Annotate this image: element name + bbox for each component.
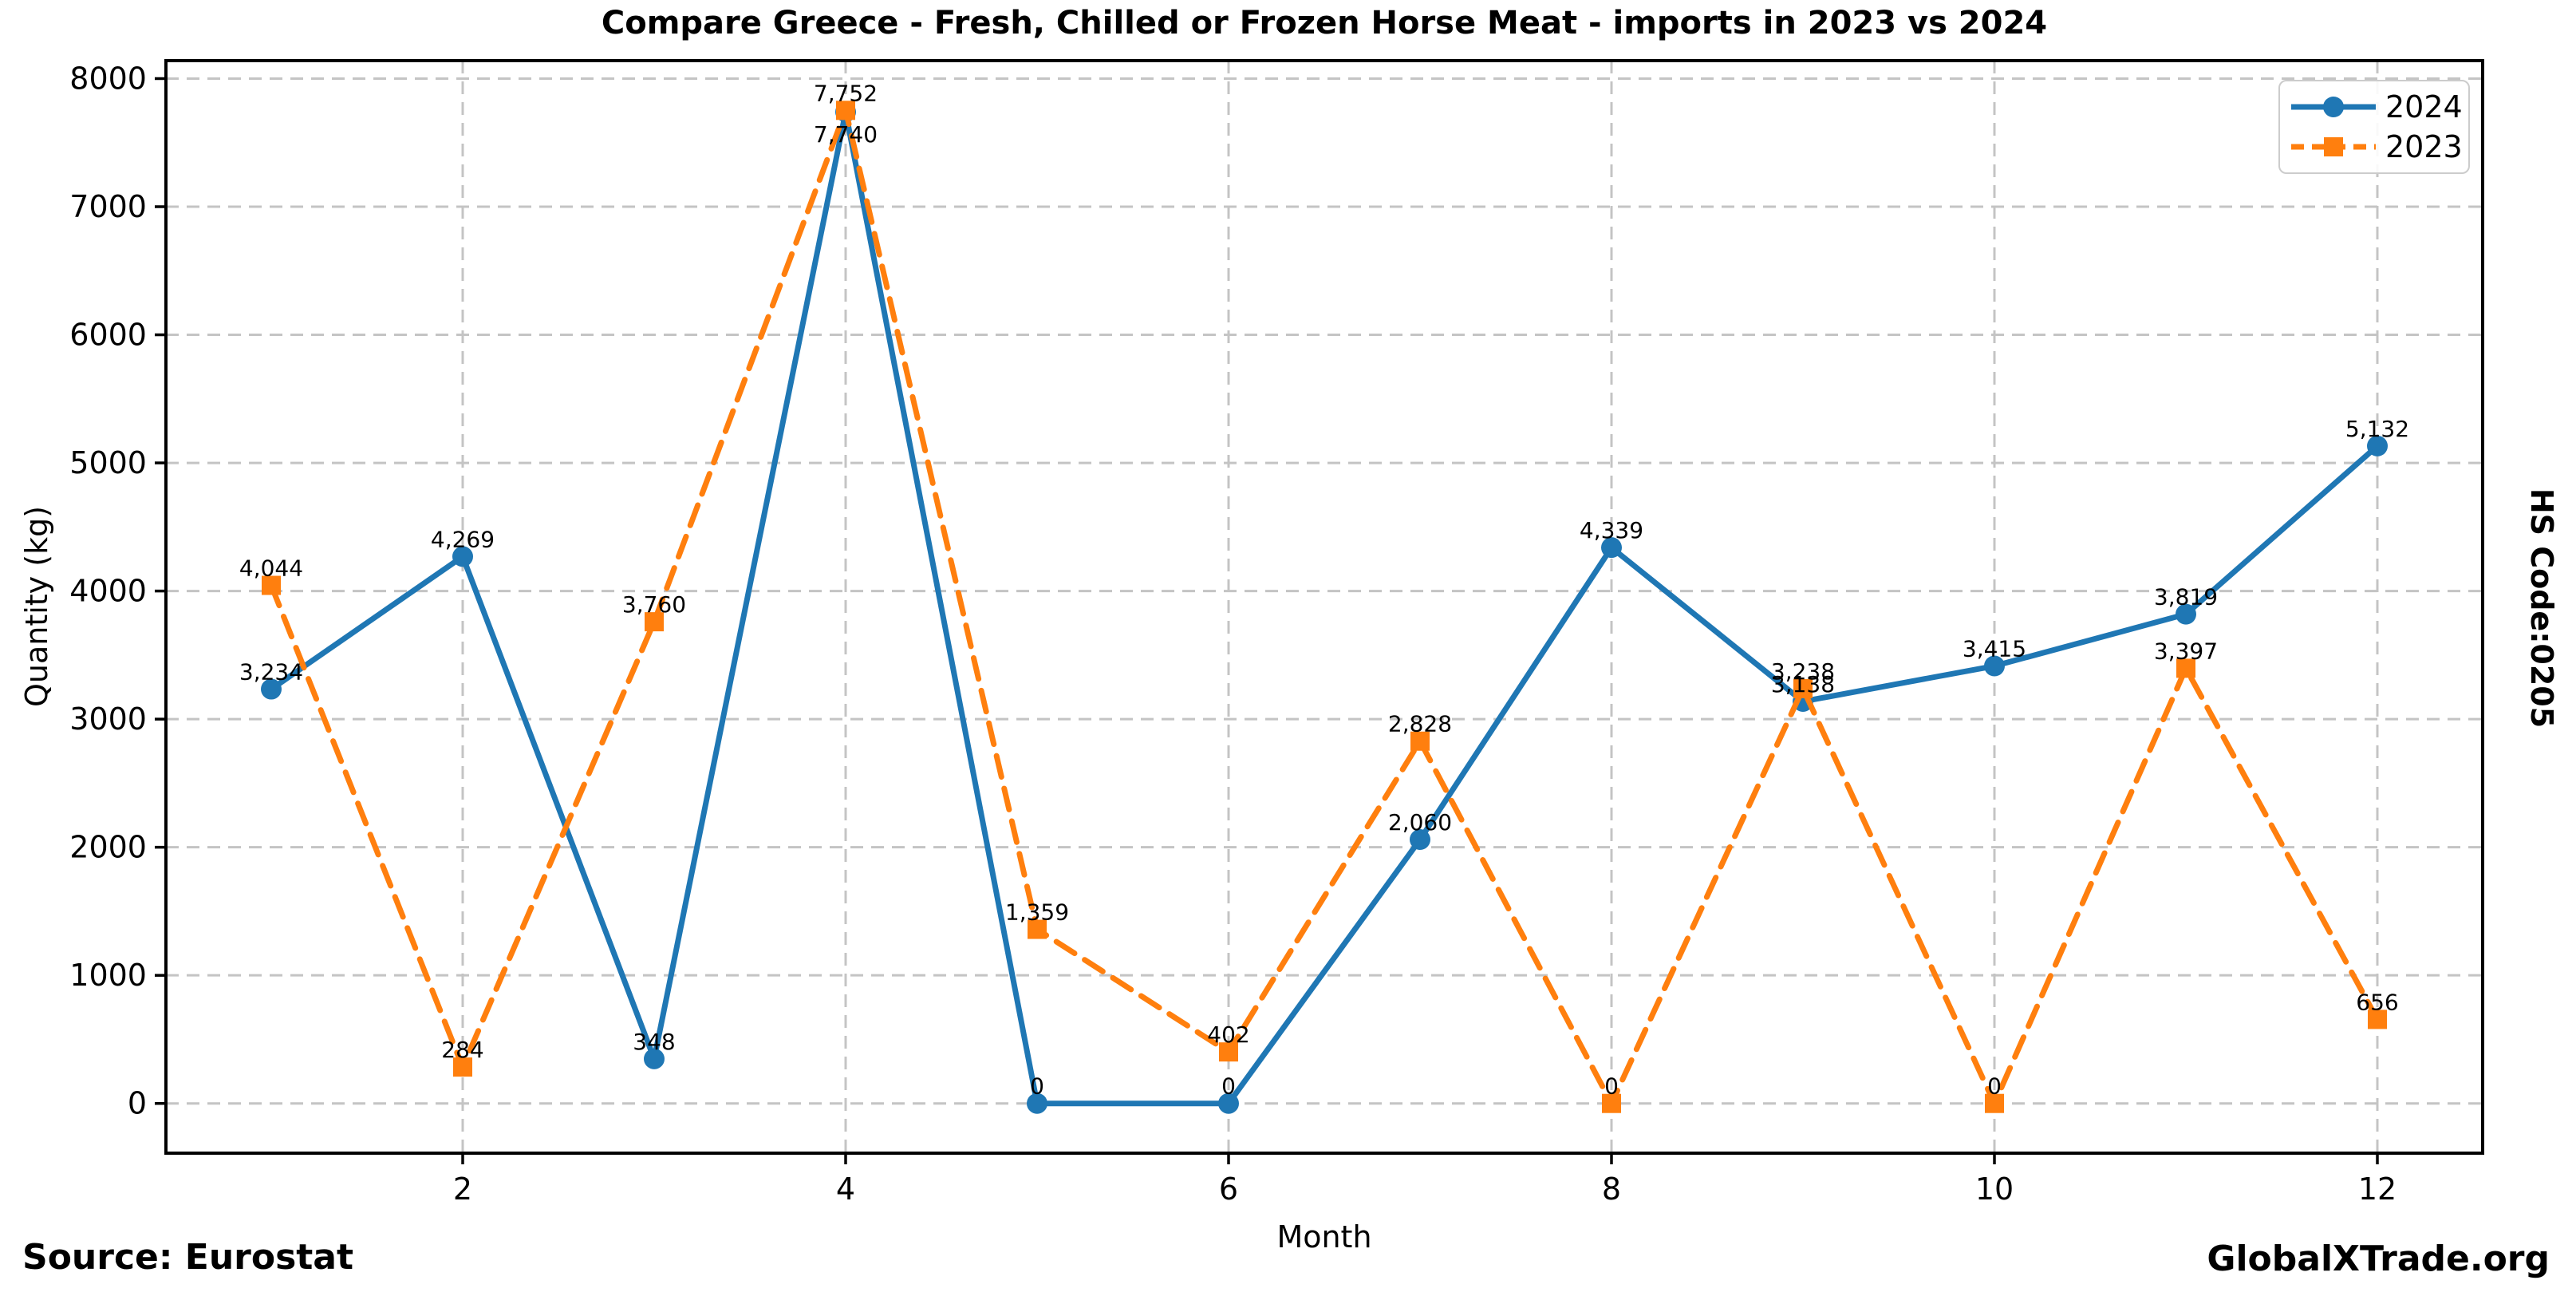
series-group <box>261 101 2388 1114</box>
value-label-2023: 2,828 <box>1388 711 1452 737</box>
series-2024-marker <box>1027 1093 1047 1114</box>
series-2024-marker <box>452 546 473 567</box>
series-2023-marker <box>1985 1093 2004 1113</box>
series-2023-line <box>268 107 2381 1107</box>
series-2023-marker <box>1410 731 1430 751</box>
y-tick-label: 2000 <box>69 830 147 865</box>
x-tick-label: 10 <box>1975 1172 2014 1207</box>
legend-square-marker-icon <box>2324 137 2343 156</box>
value-label-2023: 1,359 <box>1005 899 1069 926</box>
x-tick-label: 8 <box>1602 1172 1621 1207</box>
series-2023-marker <box>1028 919 1047 939</box>
value-label-2024: 4,339 <box>1580 517 1643 543</box>
x-tick-label: 12 <box>2358 1172 2397 1207</box>
value-label-2024: 3,234 <box>239 659 303 686</box>
value-label-2023: 3,238 <box>1771 658 1835 685</box>
value-label-2024: 0 <box>1030 1073 1044 1100</box>
series-2024-marker <box>1984 655 2005 677</box>
legend-label-2023: 2023 <box>2385 129 2463 164</box>
y-tick-label: 6000 <box>69 318 147 353</box>
series-2024-marker <box>644 1048 665 1069</box>
hs-code-label: HS Code:0205 <box>2524 488 2559 729</box>
legend-item-2023: 2023 <box>2290 129 2463 164</box>
chart-title: Compare Greece - Fresh, Chilled or Froze… <box>601 5 2048 41</box>
series-2024-marker <box>2176 603 2196 625</box>
value-label-2024: 7,740 <box>814 121 878 148</box>
legend-circle-marker-icon <box>2323 97 2344 117</box>
y-tick-label: 0 <box>128 1086 147 1121</box>
value-label-2024: 2,060 <box>1388 809 1452 836</box>
y-tick-label: 4000 <box>69 574 147 609</box>
value-label-2024: 3,138 <box>1771 671 1835 697</box>
y-axis-label: Quantity (kg) <box>19 505 54 708</box>
series-2024-marker <box>1410 829 1430 851</box>
legend-label-2024: 2024 <box>2385 89 2463 124</box>
value-label-2024: 3,415 <box>1963 636 2026 662</box>
y-tick-label: 5000 <box>69 445 147 480</box>
series-2024-marker <box>1218 1093 1239 1114</box>
series-2023-marker <box>1793 678 1813 698</box>
value-label-2023: 0 <box>1604 1073 1619 1100</box>
series-2024-line <box>268 109 2381 1107</box>
watermark-label: GlobalXTrade.org <box>2207 1239 2550 1279</box>
x-tick-label: 4 <box>836 1172 855 1207</box>
y-tick-label: 3000 <box>69 701 147 737</box>
legend: 2024 2023 <box>2278 80 2470 174</box>
value-label-2023: 402 <box>1207 1021 1249 1048</box>
series-2023-marker <box>645 612 664 632</box>
grid-group <box>166 61 2483 1153</box>
series-2023-marker <box>453 1057 472 1077</box>
legend-dashed-line-sample <box>2291 137 2376 156</box>
value-label-2023: 0 <box>1987 1073 2002 1100</box>
value-label-2024: 5,132 <box>2345 416 2409 442</box>
x-tick-label: 2 <box>453 1172 472 1207</box>
legend-solid-line-sample <box>2291 97 2376 117</box>
plot-border <box>164 59 2484 1155</box>
value-label-2024: 0 <box>1221 1073 1236 1100</box>
tick-group: 0 1000 2000 3000 4000 5000 6000 7000 8000 2 4 6 8 10 1… <box>69 61 2397 1207</box>
value-label-2023: 7,752 <box>814 80 878 106</box>
value-label-2023: 284 <box>441 1037 483 1063</box>
x-tick-label: 6 <box>1219 1172 1238 1207</box>
y-tick-label: 8000 <box>69 61 147 96</box>
y-tick-label: 1000 <box>69 958 147 993</box>
value-label-2024: 4,269 <box>431 526 495 552</box>
value-label-2023: 3,397 <box>2154 638 2218 664</box>
value-label-2023: 656 <box>2356 989 2398 1015</box>
series-2023-marker <box>1602 1093 1621 1113</box>
legend-item-2024: 2024 <box>2290 89 2463 124</box>
series-2023-marker <box>1219 1042 1238 1062</box>
series-2023-marker <box>2368 1010 2387 1029</box>
series-2023-marker <box>262 575 281 595</box>
y-tick-label: 7000 <box>69 189 147 224</box>
value-label-2024: 348 <box>633 1029 675 1055</box>
series-2024-marker <box>261 678 282 700</box>
value-label-2023: 4,044 <box>239 555 303 582</box>
source-label: Source: Eurostat <box>22 1237 354 1278</box>
value-label-group: 3,234 4,269 348 7,740 0 0 2,060 4,339 3,138 3,415… <box>239 80 2409 1099</box>
series-2023-marker <box>2176 658 2195 678</box>
series-2023-marker <box>836 101 855 121</box>
value-label-2024: 3,819 <box>2154 584 2218 610</box>
x-axis-label: Month <box>1276 1219 1372 1255</box>
series-2024-marker <box>1601 537 1622 559</box>
series-2024-marker <box>2367 435 2388 456</box>
value-label-2023: 3,760 <box>622 591 686 618</box>
